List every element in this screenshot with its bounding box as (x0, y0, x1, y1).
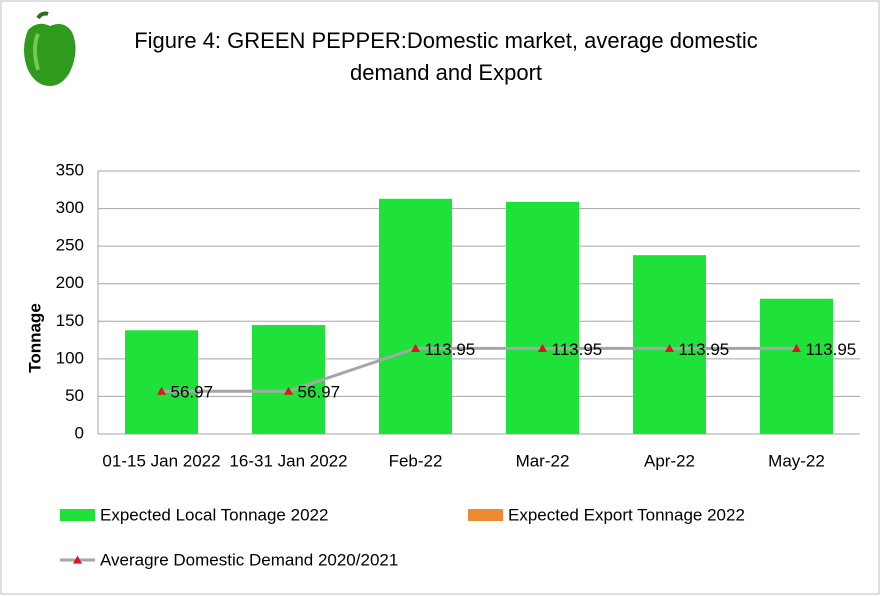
bar (506, 201, 579, 434)
line-marker (157, 386, 166, 395)
line-marker (665, 343, 674, 352)
line-marker (411, 343, 420, 352)
bar (252, 325, 325, 434)
x-tick-label: Feb-22 (389, 451, 443, 470)
pepper-icon (24, 11, 76, 86)
y-tick-label: 200 (56, 273, 84, 292)
data-label: 113.95 (679, 340, 730, 359)
legend-label: Expected Export Tonnage 2022 (508, 505, 745, 524)
data-label: 56.97 (171, 383, 214, 402)
x-tick-label: Mar-22 (516, 451, 570, 470)
line-marker (284, 386, 293, 395)
legend-swatch (468, 509, 503, 521)
bar (379, 198, 452, 434)
data-label: 56.97 (298, 383, 341, 402)
y-tick-label: 350 (56, 160, 84, 179)
data-label: 113.95 (806, 340, 857, 359)
x-tick-label: 01-15 Jan 2022 (102, 451, 220, 470)
y-tick-label: 0 (75, 423, 84, 442)
bar (125, 330, 198, 434)
line-marker (538, 343, 547, 352)
legend-label: Averagre Domestic Demand 2020/2021 (100, 550, 398, 569)
legend-marker (73, 555, 82, 564)
data-label: 113.95 (425, 340, 476, 359)
x-tick-label: 16-31 Jan 2022 (229, 451, 347, 470)
y-axis-label: Tonnage (25, 303, 44, 373)
y-tick-label: 300 (56, 198, 84, 217)
y-tick-label: 100 (56, 348, 84, 367)
bar (760, 298, 833, 434)
x-tick-label: Apr-22 (644, 451, 695, 470)
line (161, 346, 797, 393)
legend-swatch (60, 509, 95, 521)
y-tick-label: 250 (56, 236, 84, 255)
x-tick-label: May-22 (768, 451, 825, 470)
y-tick-label: 150 (56, 311, 84, 330)
y-tick-label: 50 (65, 386, 84, 405)
line-marker (792, 343, 801, 352)
legend-label: Expected Local Tonnage 2022 (100, 505, 328, 524)
data-label: 113.95 (552, 340, 603, 359)
chart-title: demand and Export (350, 60, 542, 85)
chart-title: Figure 4: GREEN PEPPER:Domestic market, … (134, 28, 758, 53)
